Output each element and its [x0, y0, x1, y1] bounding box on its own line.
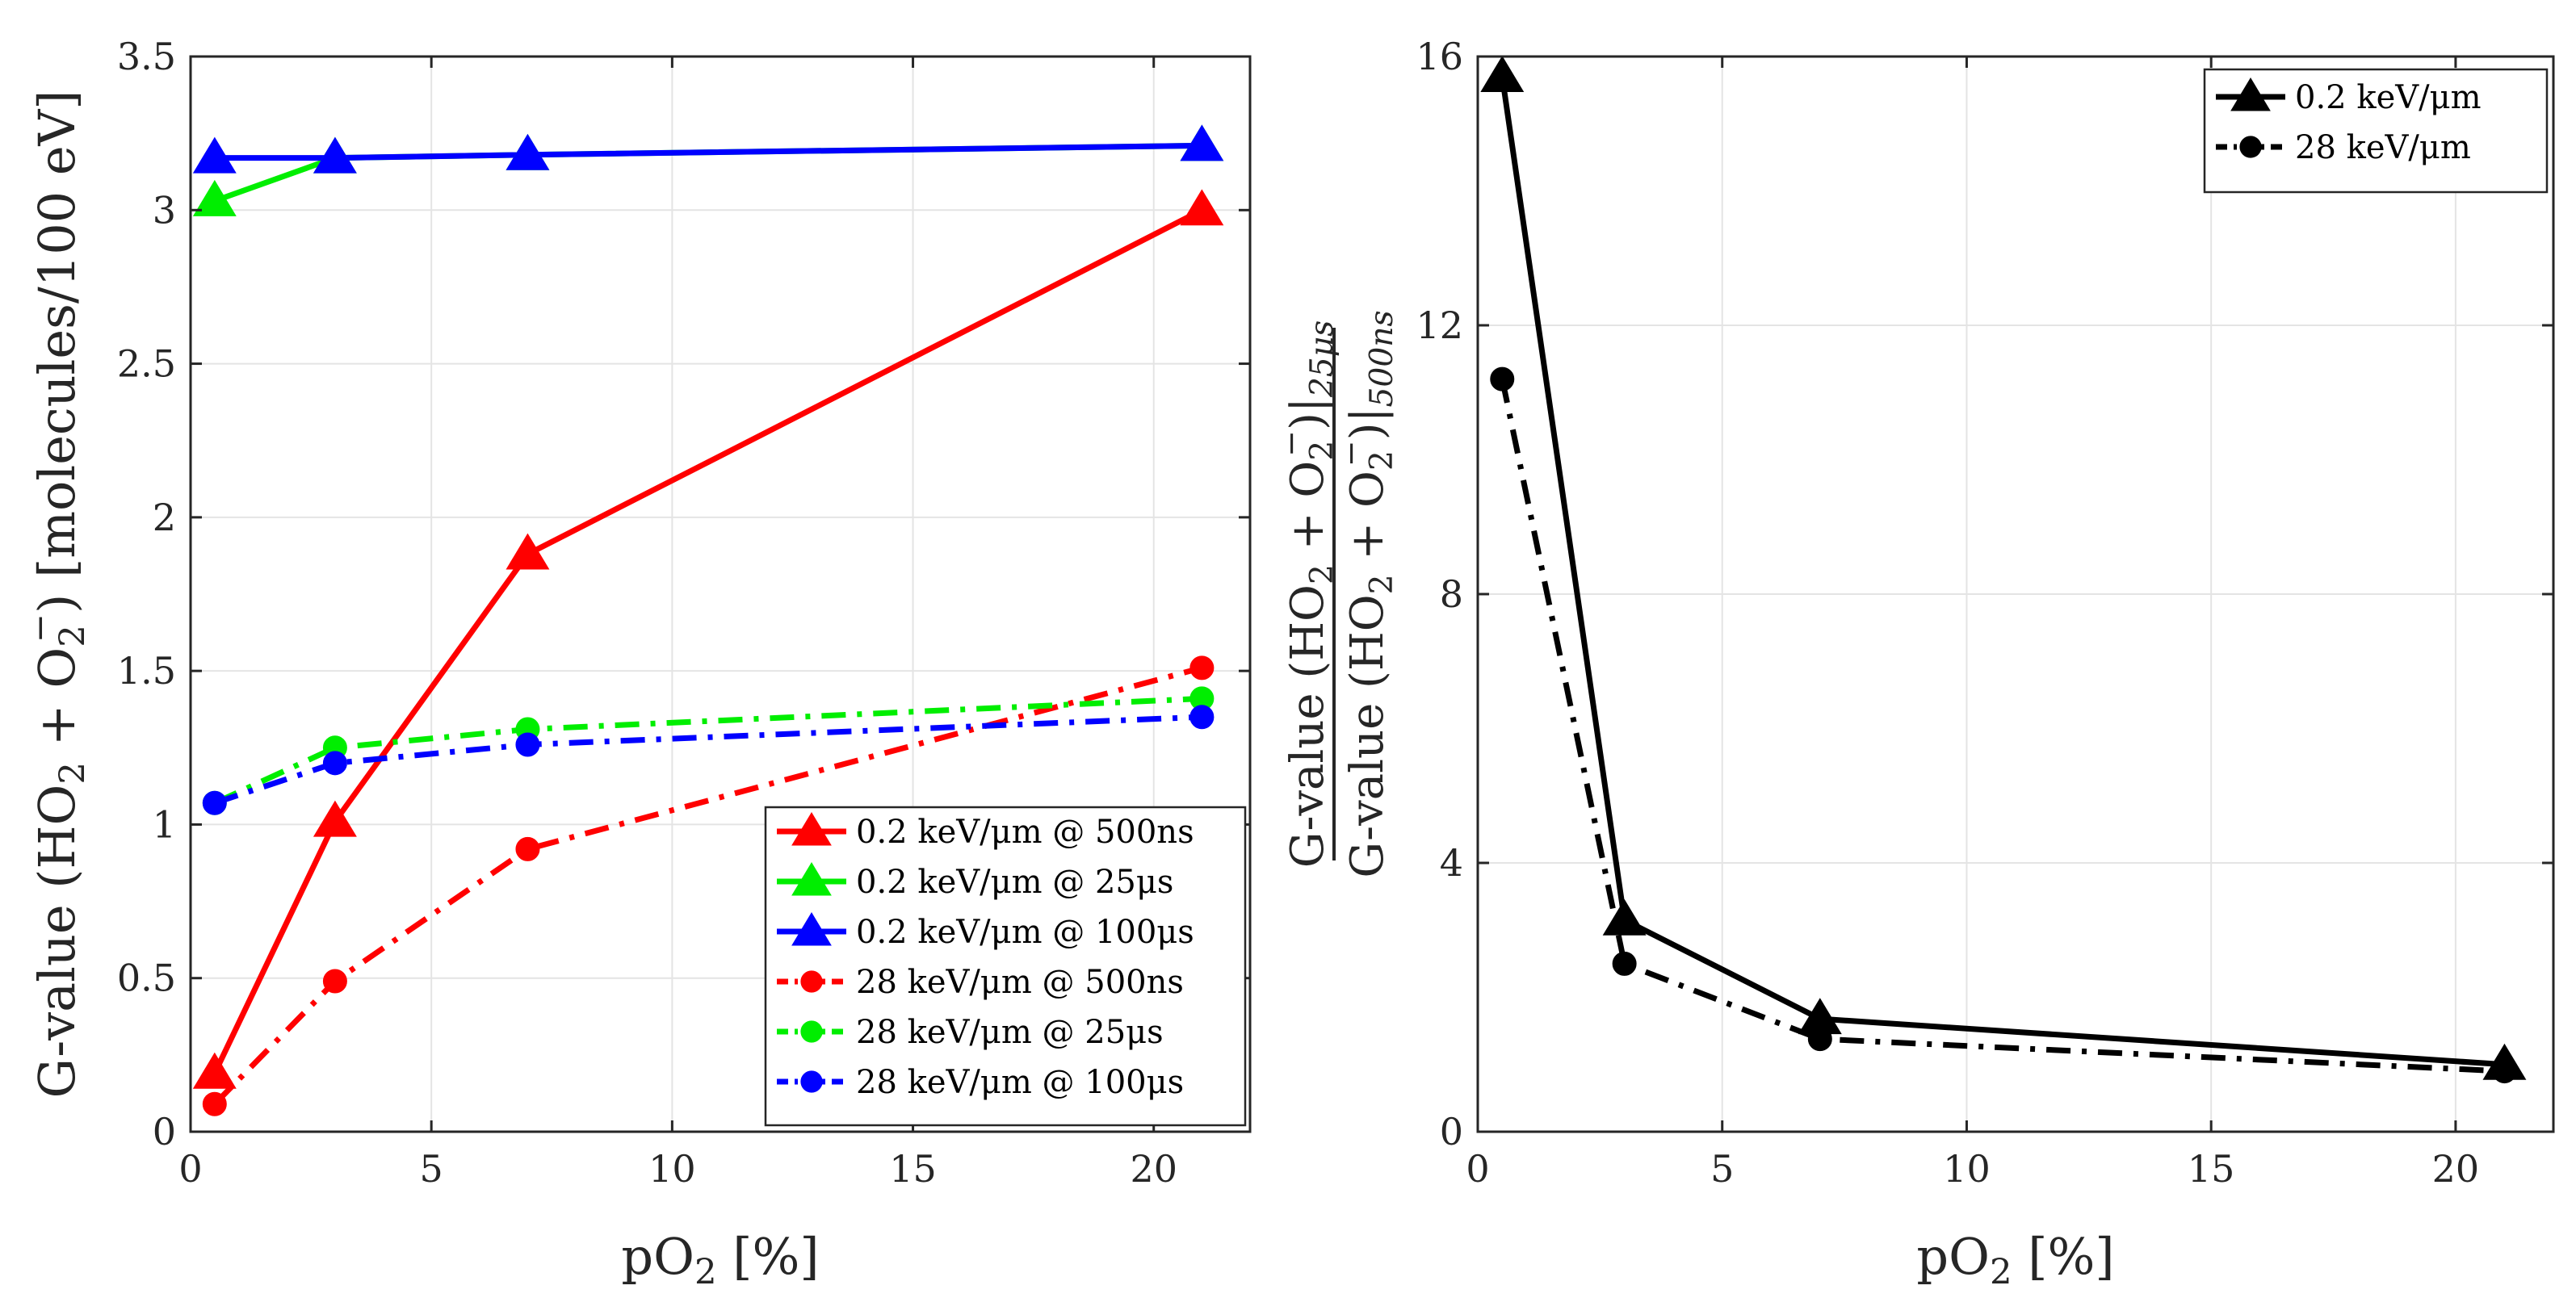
left-y-tick-label: 3.5 — [117, 35, 176, 78]
left-x-tick-label: 0 — [178, 1147, 202, 1191]
left-legend-swatch-marker — [800, 1020, 823, 1043]
right-legend-swatch-marker — [2230, 77, 2271, 111]
left-data-point — [192, 136, 237, 174]
right-x-tick-label: 15 — [2188, 1147, 2235, 1191]
left-y-tick-label: 0 — [153, 1110, 176, 1154]
left-series-markers — [192, 124, 1224, 1116]
left-series-line-5 — [213, 714, 1202, 806]
left-data-point — [313, 136, 357, 174]
right-y-tick-label: 8 — [1440, 572, 1463, 616]
right-data-point — [1807, 1027, 1832, 1052]
left-data-point — [202, 790, 227, 815]
left-y-axis-label: G-value (HO2 + O2−) [molecules/100 eV] — [20, 90, 93, 1099]
left-data-point — [313, 800, 357, 837]
right-y-tick-label: 16 — [1416, 35, 1463, 78]
right-x-tick-label: 0 — [1466, 1147, 1489, 1191]
left-legend-label: 0.2 keV/μm @ 25μs — [856, 864, 1173, 901]
left-legend-box — [764, 806, 1247, 1127]
left-series-lines — [212, 142, 1203, 1107]
right-x-tick-label: 20 — [2432, 1147, 2480, 1191]
right-x-tick-label: 5 — [1710, 1147, 1734, 1191]
left-legend-swatch-marker — [791, 812, 832, 846]
left-data-point — [1189, 655, 1215, 680]
right-x-axis-label: pO2 [%] — [1916, 1227, 2114, 1292]
left-x-axis-label: pO2 [%] — [621, 1227, 819, 1292]
right-legend: 0.2 keV/μm 28 keV/μm — [2203, 68, 2549, 194]
left-legend-swatch-marker — [791, 912, 832, 946]
left-series-line-0 — [212, 207, 1203, 1075]
left-y-tick-label: 2.5 — [117, 342, 176, 386]
right-series-line-0 — [1499, 76, 2505, 1068]
left-legend-label: 28 keV/μm @ 25μs — [856, 1014, 1164, 1051]
right-data-point — [2492, 1059, 2517, 1084]
left-axes-box — [189, 55, 1252, 1133]
left-x-ticks: 0 5 10 15 20 — [178, 57, 1177, 1191]
right-data-point — [1480, 56, 1525, 92]
left-legend-label: 0.2 keV/μm @ 100μs — [856, 914, 1194, 951]
left-x-tick-label: 5 — [420, 1147, 443, 1191]
left-data-point — [322, 751, 347, 776]
right-y-tick-label: 0 — [1440, 1110, 1463, 1154]
left-x-tick-label: 10 — [648, 1147, 696, 1191]
right-series-lines — [1499, 76, 2505, 1074]
right-legend-label: 28 keV/μm — [2295, 129, 2471, 166]
left-legend-swatch-marker — [800, 970, 823, 993]
left-y-ticks: 0 0.5 1 1.5 2 2.5 3 3.5 — [117, 35, 1250, 1154]
left-legend-label: 28 keV/μm @ 100μs — [856, 1064, 1184, 1101]
right-data-point — [1490, 366, 1515, 391]
right-y-ticks: 0 4 8 12 16 — [1416, 35, 2553, 1154]
right-legend-box — [2203, 68, 2549, 194]
right-y-label-numerator: G-value (HO2 + O2−)|25μs — [1273, 320, 1340, 869]
left-legend-label: 0.2 keV/μm @ 500ns — [856, 814, 1194, 851]
right-data-point — [1612, 951, 1637, 976]
left-data-point — [1189, 705, 1215, 730]
left-data-point — [192, 1052, 237, 1089]
left-y-tick-label: 1.5 — [117, 649, 176, 693]
left-data-point — [515, 836, 540, 861]
left-data-point — [1180, 124, 1224, 161]
left-chart: 0 5 10 15 20 0 0.5 1 1.5 2 2.5 3 3.5 pO2 [%] G-valu… — [20, 35, 1252, 1292]
left-data-point — [322, 969, 347, 994]
left-series-line-4 — [213, 695, 1202, 806]
right-data-point — [1602, 898, 1647, 936]
left-data-point — [506, 133, 550, 170]
right-legend-swatch-marker — [2239, 136, 2262, 158]
right-y-tick-label: 12 — [1416, 304, 1463, 347]
right-chart: 0 5 10 15 20 0 4 8 12 16 pO2 [%] G-value (HO2 + … — [1273, 35, 2555, 1292]
right-y-label-denominator: G-value (HO2 + O2−)|500ns — [1333, 310, 1400, 877]
left-legend-swatch-marker — [791, 862, 832, 896]
right-x-ticks: 0 5 10 15 20 — [1466, 57, 2479, 1191]
right-series-line-1 — [1499, 378, 2505, 1074]
right-y-axis-label: G-value (HO2 + O2−)|25μs G-value (HO2 + … — [1273, 310, 1400, 877]
left-y-tick-label: 0.5 — [117, 957, 176, 1000]
left-data-point — [202, 1091, 227, 1116]
right-y-tick-label: 4 — [1440, 841, 1463, 885]
left-data-point — [515, 732, 540, 757]
left-y-tick-label: 1 — [153, 802, 176, 846]
left-y-tick-label: 2 — [153, 496, 176, 539]
left-legend: 0.2 keV/μm @ 500ns 0.2 keV/μm @ 25μs 0.2 k… — [764, 806, 1247, 1127]
left-data-point — [506, 533, 550, 570]
left-series-line-2 — [214, 142, 1202, 161]
left-data-point — [192, 179, 237, 216]
left-data-point — [1180, 189, 1224, 226]
left-legend-swatch-marker — [800, 1070, 823, 1093]
left-legend-label: 28 keV/μm @ 500ns — [856, 964, 1184, 1001]
right-series-markers — [1480, 56, 2527, 1084]
left-y-tick-label: 3 — [153, 188, 176, 232]
left-x-tick-label: 15 — [889, 1147, 937, 1191]
left-x-tick-label: 20 — [1130, 1147, 1177, 1191]
right-x-tick-label: 10 — [1943, 1147, 1991, 1191]
right-legend-label: 0.2 keV/μm — [2295, 79, 2482, 116]
left-grid — [190, 56, 1250, 1133]
